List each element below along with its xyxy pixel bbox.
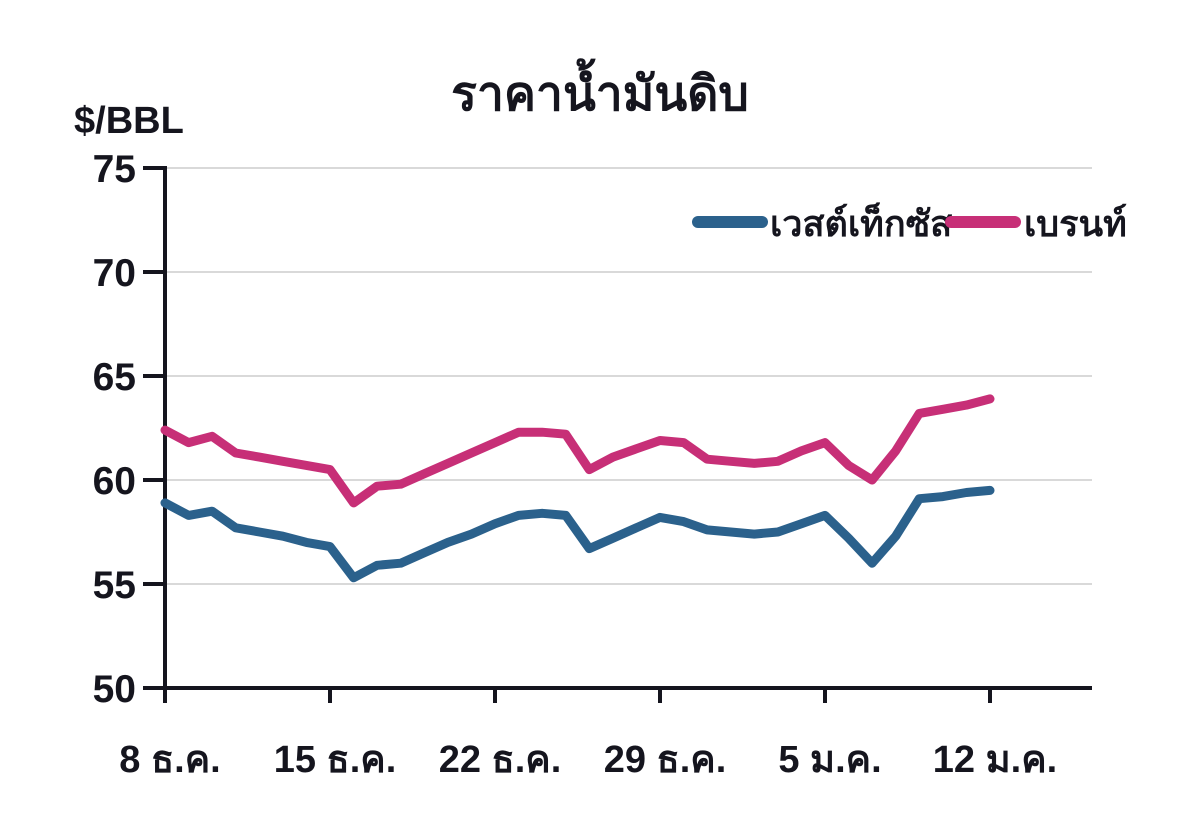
y-tick-label-60: 60 xyxy=(93,460,136,503)
y-axis-unit-label: $/BBL xyxy=(74,100,184,142)
y-tick-label-70: 70 xyxy=(93,252,136,295)
gridlines xyxy=(165,167,1092,585)
axis-tick-labels: 50 55 60 65 70 75 8 ธ.ค. 15 ธ.ค. 22 ธ.ค. 29 ธ.ค. 5… xyxy=(93,148,1058,781)
y-tick-label-65: 65 xyxy=(93,356,136,399)
series-line-brent xyxy=(160,394,995,508)
x-tick-label-0: 8 ธ.ค. xyxy=(119,739,220,781)
y-tick-label-55: 55 xyxy=(93,564,136,607)
legend: เวสต์เท็กซัส เบรนท์ xyxy=(692,201,1127,244)
x-tick-label-1: 15 ธ.ค. xyxy=(274,739,397,781)
y-tick-label-75: 75 xyxy=(93,148,136,191)
x-tick-label-5: 12 ม.ค. xyxy=(933,739,1057,781)
series-line-west-texas xyxy=(160,485,995,583)
y-tick-label-50: 50 xyxy=(93,668,136,711)
legend-label-west-texas: เวสต์เท็กซัส xyxy=(770,201,952,244)
chart-title: ราคาน้ำมันดิบ xyxy=(451,58,749,121)
legend-label-brent: เบรนท์ xyxy=(1024,203,1127,244)
axes xyxy=(143,166,1092,703)
x-tick-label-3: 29 ธ.ค. xyxy=(604,739,727,781)
x-tick-label-2: 22 ธ.ค. xyxy=(439,739,562,781)
x-tick-label-4: 5 ม.ค. xyxy=(778,739,881,781)
series-lines xyxy=(160,394,995,583)
